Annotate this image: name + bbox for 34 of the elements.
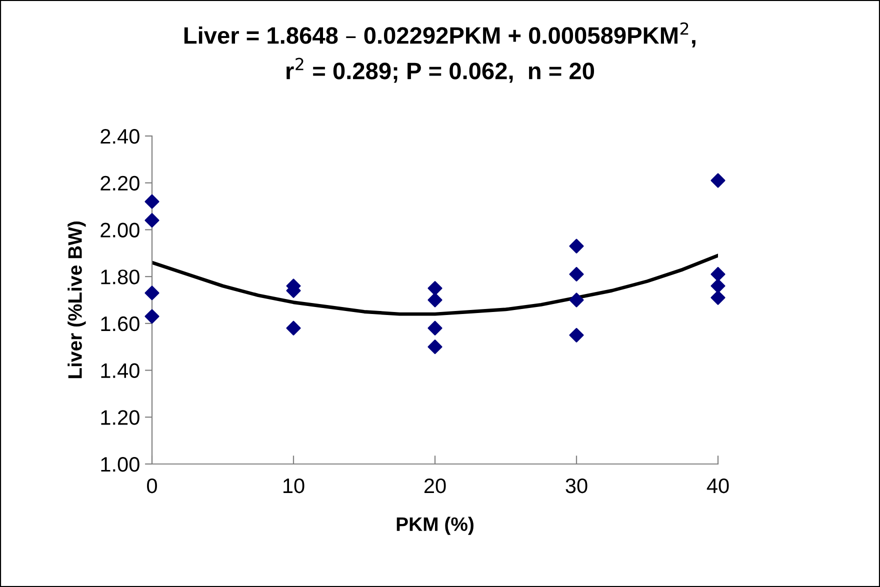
point bbox=[144, 286, 160, 300]
point bbox=[144, 309, 160, 324]
y-tick-label: 1.40 bbox=[101, 363, 140, 378]
chart-title: Liver = 1.8648 – 0.02292PKM + 0.000589PKM$^{2}$, r$^{2}$ = 0.289; P = 0.062, n = 20 bbox=[184, 22, 696, 83]
point bbox=[144, 213, 160, 228]
x-tick-label: 0 bbox=[147, 478, 157, 494]
y-axis-title: Liver (%Live BW) bbox=[68, 222, 86, 378]
y-tick-label: 1.00 bbox=[101, 457, 140, 472]
y-tick-label: 1.20 bbox=[101, 410, 140, 425]
x-tick-label: 30 bbox=[566, 478, 588, 494]
x-tick-label: 40 bbox=[706, 478, 729, 494]
y-tick-label: 2.00 bbox=[100, 222, 140, 238]
point bbox=[286, 320, 301, 336]
point bbox=[710, 290, 726, 305]
point bbox=[569, 266, 584, 282]
x-tick-label: 20 bbox=[424, 478, 446, 494]
point bbox=[710, 173, 726, 188]
y-tick-label: 1.80 bbox=[101, 270, 140, 284]
point bbox=[144, 194, 160, 209]
y-tick-label: 1.60 bbox=[101, 316, 140, 332]
point bbox=[569, 238, 584, 254]
line-series bbox=[152, 254, 718, 316]
x-axis-title: PKM (%) bbox=[396, 516, 474, 535]
point bbox=[569, 328, 584, 342]
point bbox=[569, 292, 584, 308]
point bbox=[428, 281, 442, 296]
x-tick-label: 10 bbox=[284, 478, 304, 494]
point bbox=[428, 292, 442, 308]
y-tick-label: 2.20 bbox=[100, 176, 140, 191]
y-tick-label: 2.40 bbox=[100, 129, 140, 144]
point bbox=[428, 340, 442, 354]
point bbox=[710, 266, 726, 282]
point bbox=[428, 320, 442, 336]
point bbox=[710, 278, 726, 294]
